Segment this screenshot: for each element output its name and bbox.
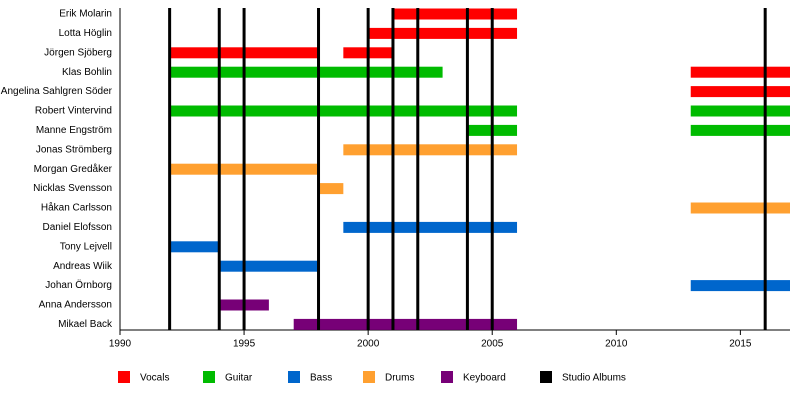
- role-bar: [392, 8, 518, 20]
- legend-swatch: [363, 371, 375, 383]
- legend-swatch: [203, 371, 215, 383]
- x-tick-label: 2015: [729, 339, 752, 350]
- member-label: Manne Engström: [36, 125, 112, 136]
- role-bar: [690, 124, 790, 136]
- member-label: Morgan Gredåker: [34, 163, 113, 175]
- legend-label: Vocals: [140, 373, 169, 384]
- role-bar: [368, 27, 518, 39]
- role-bar: [690, 280, 790, 292]
- member-label: Mikael Back: [58, 319, 113, 330]
- x-tick-label: 1990: [109, 339, 132, 350]
- role-bar: [169, 241, 220, 253]
- x-tick-label: 2010: [605, 339, 628, 350]
- role-bar: [293, 318, 518, 330]
- legend-swatch: [441, 371, 453, 383]
- legend-label: Studio Albums: [562, 373, 626, 384]
- role-bar: [169, 66, 443, 78]
- legend-label: Bass: [310, 373, 332, 384]
- legend-swatch: [540, 371, 552, 383]
- member-label: Tony Lejvell: [60, 241, 112, 252]
- member-label: Håkan Carlsson: [41, 202, 112, 214]
- role-bar: [690, 202, 790, 214]
- member-label: Anna Andersson: [39, 300, 112, 311]
- member-label: Daniel Elofsson: [43, 222, 112, 233]
- member-label: Jörgen Sjöberg: [44, 47, 112, 58]
- x-tick-label: 2000: [357, 339, 380, 350]
- role-bar: [219, 260, 319, 272]
- member-label: Jonas Strömberg: [36, 144, 112, 155]
- member-label: Robert Vintervind: [35, 106, 112, 117]
- role-bar: [318, 183, 344, 195]
- role-bar: [690, 105, 790, 117]
- legend-swatch: [288, 371, 300, 383]
- x-tick-label: 2005: [481, 339, 504, 350]
- role-bar: [343, 144, 518, 156]
- member-label: Andreas Wiik: [53, 261, 113, 272]
- role-bar: [169, 105, 518, 117]
- role-bar: [690, 86, 790, 98]
- legend-label: Drums: [385, 373, 414, 384]
- member-label: Erik Molarin: [59, 9, 112, 20]
- member-label: Klas Bohlin: [62, 67, 112, 78]
- legend-label: Guitar: [225, 373, 253, 384]
- legend-swatch: [118, 371, 130, 383]
- legend-label: Keyboard: [463, 373, 506, 384]
- member-label: Angelina Sahlgren Söder: [1, 86, 113, 97]
- x-tick-label: 1995: [233, 339, 256, 350]
- member-label: Nicklas Svensson: [33, 183, 112, 194]
- role-bar: [690, 66, 790, 78]
- member-label: Lotta Höglin: [59, 28, 112, 39]
- role-bar: [343, 221, 518, 233]
- member-label: Johan Örnborg: [45, 279, 112, 291]
